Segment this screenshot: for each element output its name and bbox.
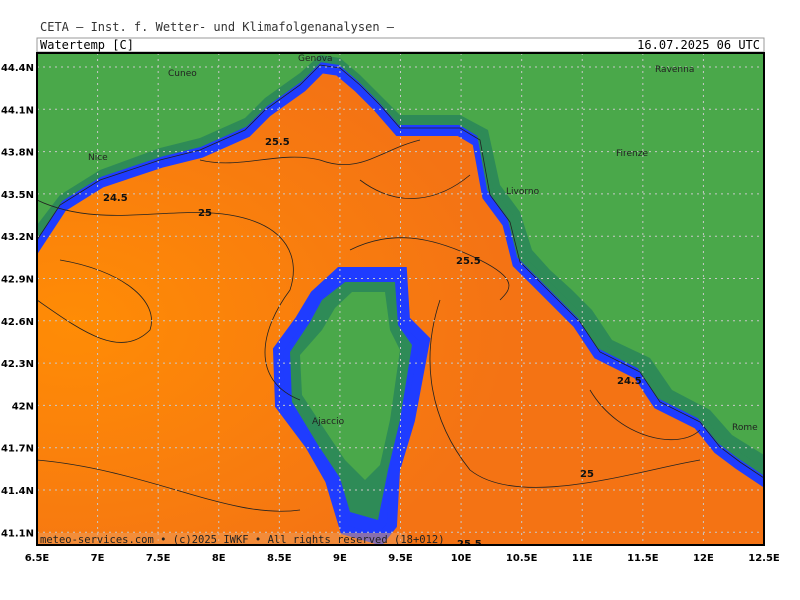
contour-label: 25.5: [457, 539, 482, 550]
map-frame: [36, 52, 765, 546]
variable-name: Watertemp [C]: [40, 38, 134, 52]
x-tick-label: 10E: [451, 553, 472, 564]
contours: [37, 139, 701, 512]
contour-line: [37, 259, 152, 343]
y-tick-label: 42.6N: [1, 317, 34, 328]
y-tick-label: 42.3N: [1, 359, 34, 370]
y-tick-label: 43.5N: [1, 190, 34, 201]
contour-label: 25: [580, 469, 594, 480]
x-tick-label: 11E: [572, 553, 593, 564]
y-tick-label: 44.1N: [1, 105, 34, 116]
contour-line: [37, 199, 301, 401]
map-labels: Genova Cuneo Ravenna Nice Firenze Livorno Ajac…: [88, 54, 758, 550]
land: [37, 53, 764, 455]
island-land: [300, 292, 400, 480]
y-tick-label: 41.4N: [1, 486, 34, 497]
y-tick-label: 41.7N: [1, 444, 34, 455]
y-tick-label: 42.9N: [1, 275, 34, 286]
coastline: [37, 64, 764, 479]
place-label: Firenze: [616, 149, 648, 159]
place-label: Cuneo: [168, 69, 197, 79]
x-tick-label: 11.5E: [627, 553, 659, 564]
x-tick-label: 7.5E: [146, 553, 171, 564]
x-tick-label: 8E: [212, 553, 226, 564]
place-label: Ravenna: [655, 65, 694, 75]
x-tick-label: 9.5E: [388, 553, 413, 564]
y-tick-label: 43.2N: [1, 232, 34, 243]
x-tick-label: 12E: [693, 553, 714, 564]
contour-line: [199, 139, 421, 165]
x-tick-label: 10.5E: [506, 553, 538, 564]
corsica-sardinia: [272, 267, 431, 545]
y-tick-label: 44.4N: [1, 63, 34, 74]
contour-label: 24.5: [617, 376, 642, 387]
datetime: 16.07.2025 06 UTC: [637, 38, 760, 52]
mainland: [37, 53, 764, 488]
contour-label: 25.5: [265, 137, 290, 148]
y-tick-label: 41.1N: [1, 528, 34, 539]
graticule: [37, 53, 764, 545]
x-tick-label: 8.5E: [267, 553, 292, 564]
x-tick-label: 12.5E: [748, 553, 780, 564]
place-label: Rome: [732, 423, 758, 433]
footer: meteo-services.com • (c)2025 IWKF • All …: [40, 534, 445, 546]
place-label: Livorno: [506, 187, 540, 197]
contour-line: [359, 174, 471, 199]
y-tick-label: 42N: [12, 401, 34, 412]
x-tick-label: 6.5E: [25, 553, 50, 564]
footer-bg: [37, 533, 407, 545]
contour-label: 25.5: [456, 256, 481, 267]
header-title: CETA — Inst. f. Wetter- und Klimafolgena…: [40, 20, 395, 34]
y-tick-label: 43.8N: [1, 148, 34, 159]
contour-line: [429, 299, 701, 488]
contour-label: 25: [198, 208, 212, 219]
contour-label: 24.5: [103, 193, 128, 204]
contour-line: [349, 237, 510, 301]
place-label: Genova: [298, 54, 333, 64]
place-label: Nice: [88, 153, 108, 163]
place-label: Ajaccio: [312, 417, 345, 427]
map-area: Genova Cuneo Ravenna Nice Firenze Livorno Ajac…: [37, 53, 764, 550]
x-tick-label: 9E: [333, 553, 347, 564]
contour-line: [37, 459, 301, 512]
x-tick-label: 7E: [91, 553, 105, 564]
